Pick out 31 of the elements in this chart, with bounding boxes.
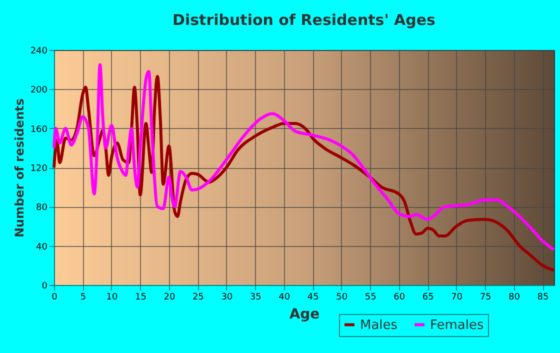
y-axis-title: Number of residents [12,98,26,238]
x-tick-label: 70 [451,292,463,302]
x-tick-label: 30 [221,292,233,302]
x-tick-label: 55 [364,292,376,302]
x-tick-label: 20 [164,292,176,302]
x-tick-label: 10 [106,292,118,302]
y-tick-label: 160 [30,124,48,135]
x-tick-label: 65 [422,292,434,302]
y-tick-label: 240 [30,46,48,56]
x-tick-label: 60 [394,292,406,302]
x-tick-label: 75 [480,292,492,302]
x-tick-label: 45 [307,292,319,302]
chart-title: Distribution of Residents' Ages [172,11,436,29]
x-tick-label: 5 [80,292,86,302]
x-tick-label: 50 [336,292,348,302]
x-tick-label: 0 [52,292,58,302]
x-tick-label: 85 [537,292,549,302]
y-tick-label: 40 [36,242,48,252]
x-tick-label: 35 [250,292,262,302]
x-tick-label: 25 [192,292,204,302]
legend-label: Females [430,318,484,333]
y-tick-label: 80 [36,203,48,214]
y-tick-label: 120 [30,164,48,174]
y-tick-label: 0 [42,282,48,292]
x-tick-label: 80 [508,292,520,302]
y-tick-label: 200 [30,86,48,96]
x-tick-label: 40 [278,292,290,302]
x-axis-title: Age [289,306,320,322]
legend-label: Males [360,318,398,333]
line-series [52,63,556,252]
x-tick-label: 15 [134,292,146,302]
